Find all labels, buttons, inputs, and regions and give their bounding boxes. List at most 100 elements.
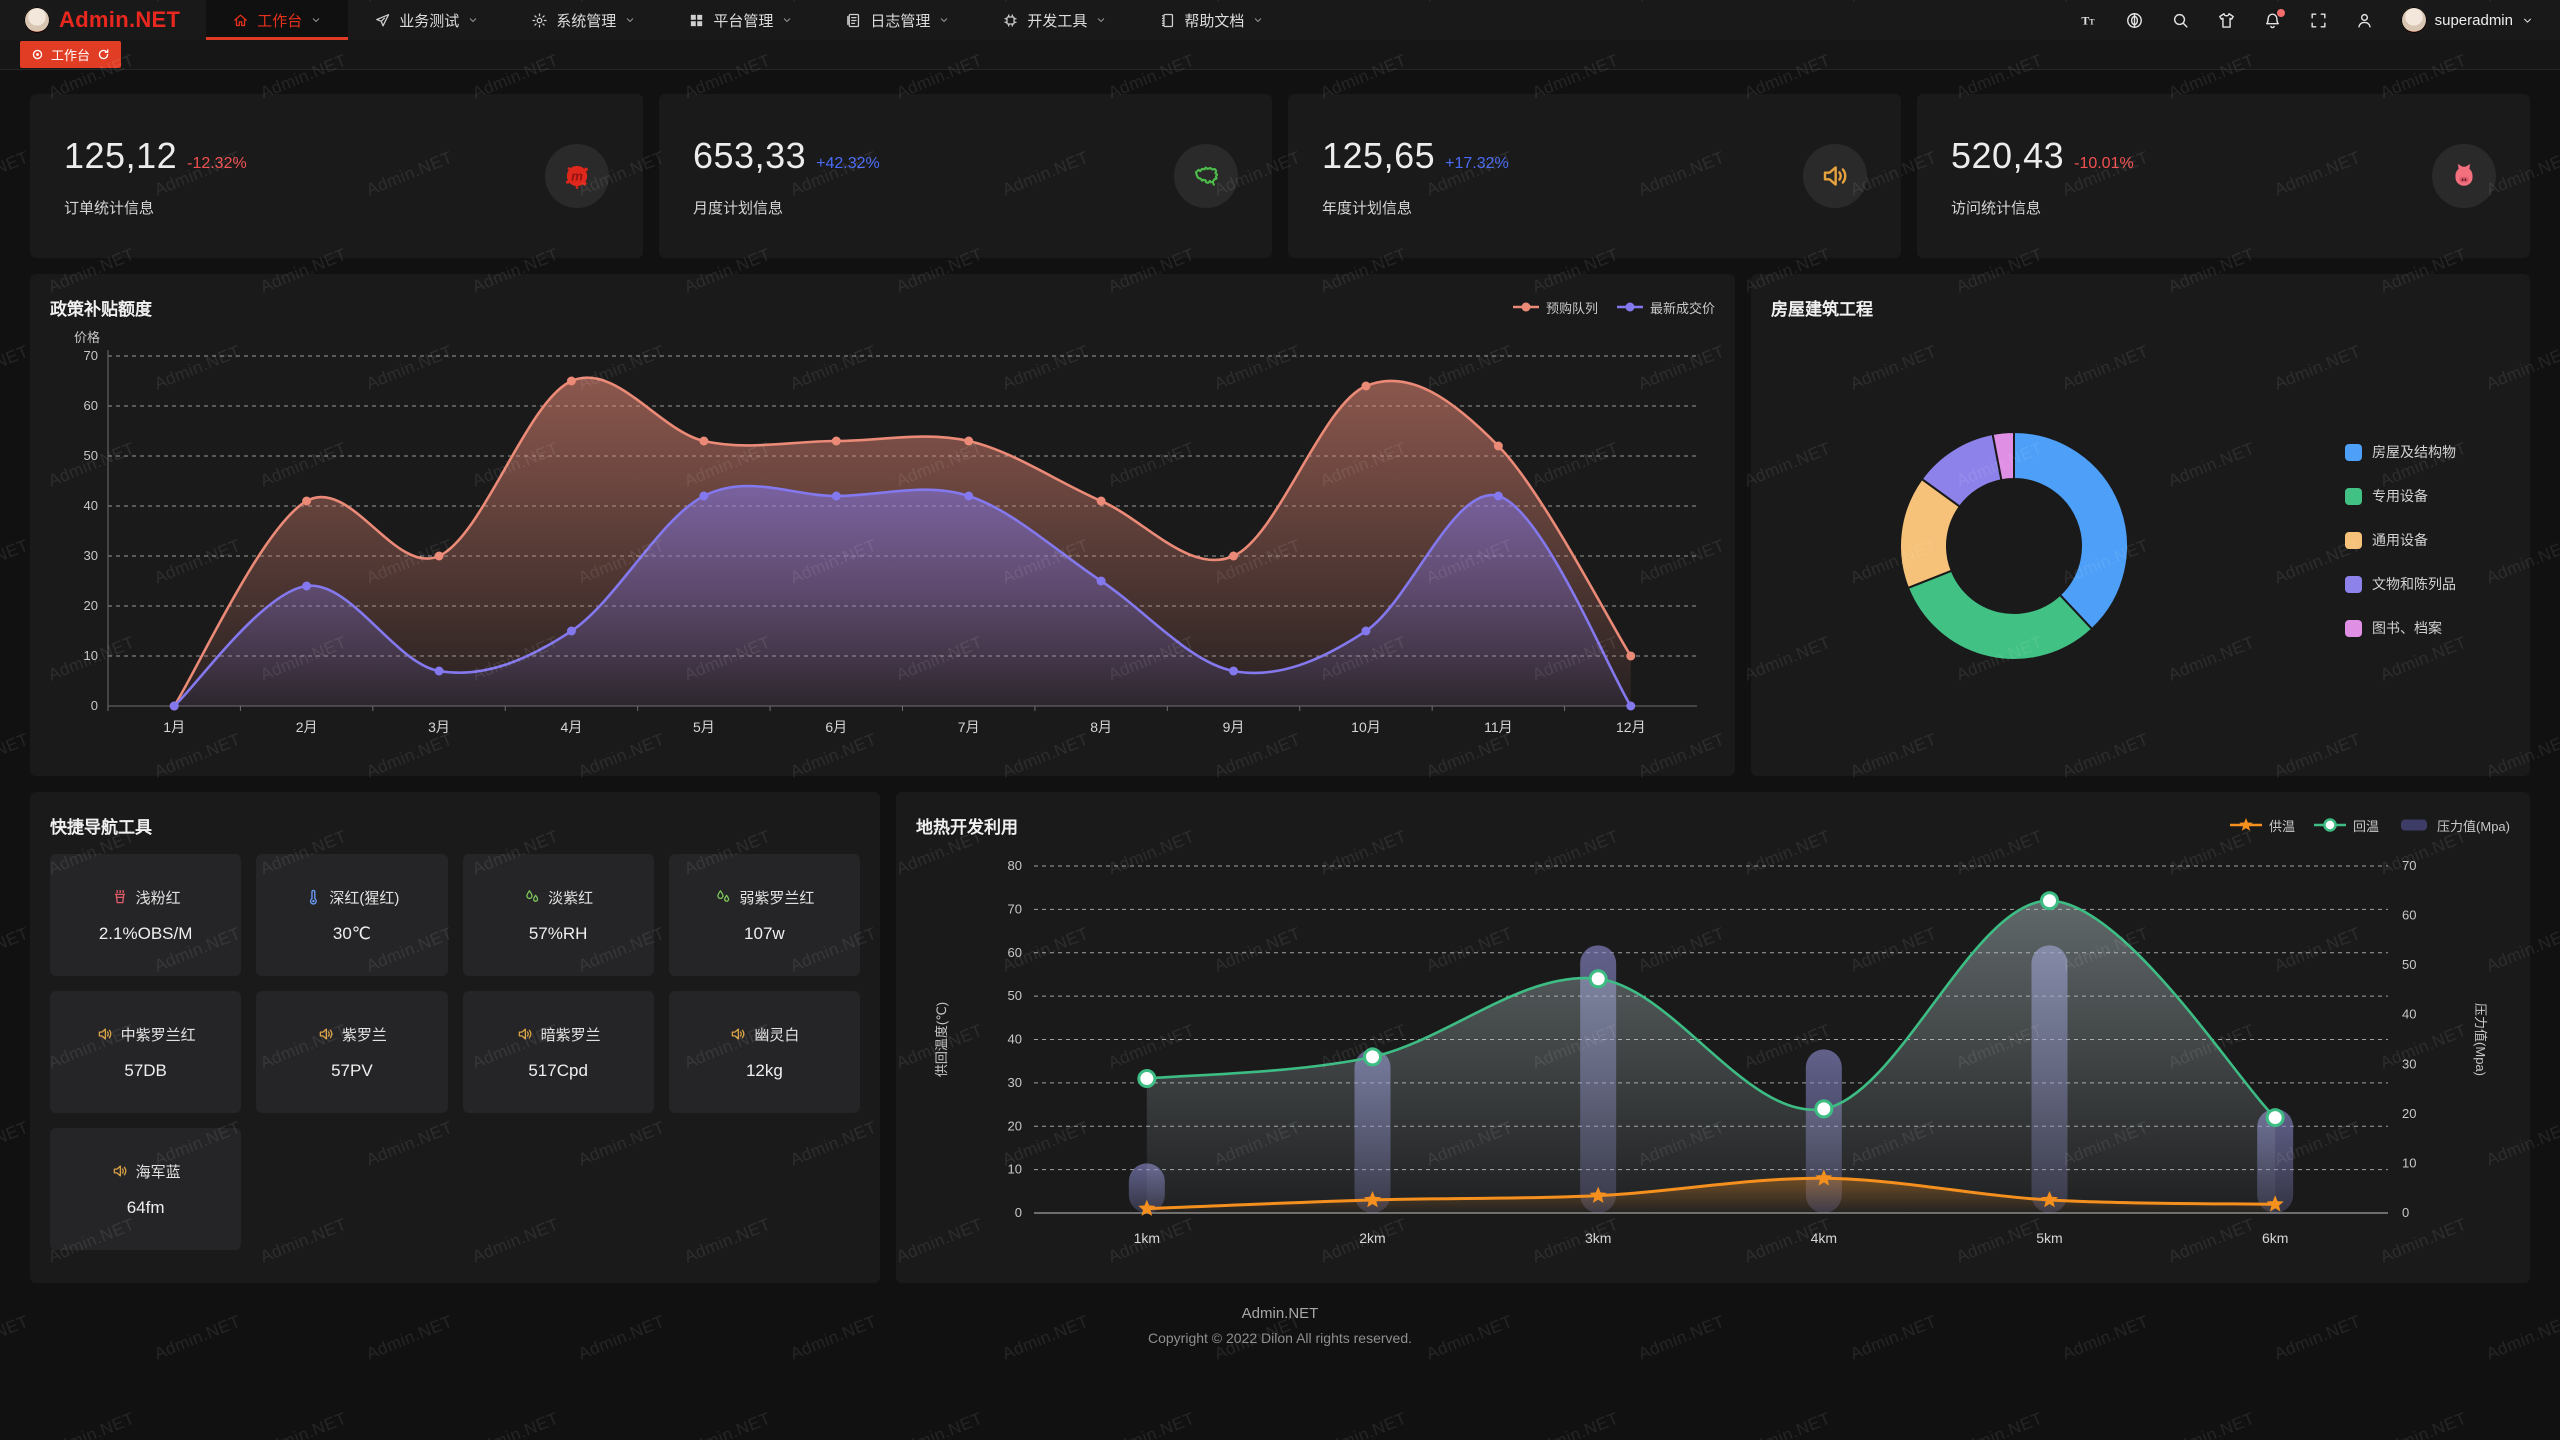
quick-nav-grid: 浅粉红 2.1%OBS/M 深红(猩红) 30℃ 淡紫红 57%RH 弱紫罗兰红 107w 中紫…: [50, 854, 860, 1250]
nav-item-3[interactable]: 系统管理: [505, 0, 662, 40]
quick-nav-label: 弱紫罗兰红: [739, 889, 815, 907]
bell-icon[interactable]: [2263, 8, 2285, 30]
quick-nav-value: 64fm: [126, 1197, 165, 1217]
grid-icon: [688, 12, 705, 29]
refresh-icon[interactable]: [97, 48, 110, 61]
main-menu: 工作台 业务测试 系统管理 平台管理 日志管理 开发工具 帮助文档: [206, 0, 2052, 40]
geothermal-line-bar-chart: 0 10 20 30 40 50 60 70 80 0 10 20 30 40 50 60 70 供回温度(℃) 压…: [934, 858, 2488, 1246]
nav-item-label: 系统管理: [556, 12, 617, 30]
stat-cards-row: 125,12 -12.32% 订单统计信息 m 653,33 +42.32% 月度计划信息 1…: [30, 94, 2530, 258]
send-icon: [374, 12, 391, 29]
quick-nav-card-9[interactable]: 海军蓝 64fm: [50, 1128, 242, 1250]
quick-nav-card-8[interactable]: 幽灵白 12kg: [668, 991, 860, 1113]
language-icon[interactable]: [2125, 11, 2144, 30]
legend-label: 供温: [2269, 818, 2296, 834]
svg-text:0: 0: [1015, 1205, 1022, 1220]
quick-nav-value: 107w: [744, 923, 785, 943]
quick-nav-card-5[interactable]: 中紫罗兰红 57DB: [50, 991, 242, 1113]
legend-item[interactable]: 回温: [2313, 816, 2379, 835]
legend-item[interactable]: 文物和陈列品: [2345, 574, 2456, 594]
stat-card-4: 520,43 -10.01% 访问统计信息: [1917, 94, 2530, 258]
donut-slice[interactable]: [1991, 430, 2015, 482]
legend-item[interactable]: 图书、档案: [2345, 618, 2456, 638]
svg-text:10月: 10月: [1351, 719, 1381, 735]
speaker-icon: [516, 1025, 534, 1043]
donut-slice[interactable]: [1906, 569, 2094, 661]
svg-text:2月: 2月: [296, 719, 318, 735]
legend-swatch: [2345, 619, 2362, 637]
speaker-icon: [729, 1025, 747, 1043]
profile-icon[interactable]: [2355, 11, 2374, 30]
building-donut-chart: [1899, 430, 2129, 661]
svg-text:50: 50: [1008, 988, 1022, 1003]
thermometer-icon: [304, 888, 322, 906]
user-avatar: [2400, 7, 2427, 33]
quick-nav-label: 深红(猩红): [329, 889, 400, 907]
legend-label: 通用设备: [2372, 532, 2428, 548]
footer-copyright: Copyright © 2022 Dilon All rights reserv…: [1148, 1330, 1412, 1346]
tab-workbench[interactable]: 工作台: [20, 41, 122, 68]
quick-nav-card-1[interactable]: 浅粉红 2.1%OBS/M: [50, 854, 242, 976]
svg-text:压力值(Mpa): 压力值(Mpa): [2473, 1003, 2488, 1076]
stat-value: 125,12: [64, 134, 178, 176]
nav-item-1[interactable]: 工作台: [206, 0, 349, 40]
chevron-down-icon: [2521, 14, 2534, 27]
drops-icon: [714, 888, 732, 906]
quick-nav-label: 海军蓝: [135, 1163, 181, 1181]
legend-label: 房屋及结构物: [2372, 444, 2456, 460]
legend-item[interactable]: 压力值(Mpa): [2397, 816, 2510, 835]
stat-value: 125,65: [1322, 134, 1436, 176]
stat-card-1: 125,12 -12.32% 订单统计信息 m: [30, 94, 643, 258]
svg-text:6km: 6km: [2262, 1230, 2288, 1246]
quick-nav-value: 517Cpd: [528, 1060, 588, 1080]
nav-item-label: 日志管理: [870, 12, 931, 30]
subsidy-chart-title: 政策补贴额度: [50, 299, 152, 319]
panel-building-donut: 房屋建筑工程 房屋及结构物 专用设备 通用设备 文物和陈列品 图书、档案: [1751, 274, 2530, 776]
svg-text:7月: 7月: [958, 719, 980, 735]
legend-label: 压力值(Mpa): [2437, 818, 2510, 834]
quick-nav-card-7[interactable]: 暗紫罗兰 517Cpd: [462, 991, 654, 1113]
app-logo[interactable]: Admin.NET: [0, 0, 206, 40]
stat-card-text: 125,65 +17.32% 年度计划信息: [1322, 135, 1509, 218]
nav-item-6[interactable]: 开发工具: [976, 0, 1133, 40]
svg-text:80: 80: [1008, 858, 1022, 873]
donut-slice[interactable]: [2013, 430, 2129, 631]
svg-text:价格: 价格: [74, 330, 100, 345]
quick-nav-label: 幽灵白: [754, 1026, 800, 1044]
svg-text:10: 10: [2402, 1155, 2416, 1170]
svg-text:5月: 5月: [693, 719, 715, 735]
legend-label: 最新成交价: [1649, 300, 1715, 316]
nav-item-7[interactable]: 帮助文档: [1133, 0, 1290, 40]
meetup-icon: m: [545, 144, 609, 208]
footer-app-name: Admin.NET: [1241, 1305, 1319, 1322]
fullscreen-icon[interactable]: [2309, 11, 2328, 30]
stat-label: 月度计划信息: [693, 199, 784, 217]
legend-item[interactable]: 房屋及结构物: [2345, 442, 2456, 462]
speaker-icon: [1803, 144, 1867, 208]
legend-item[interactable]: 专用设备: [2345, 486, 2456, 506]
legend-item[interactable]: 预购队列: [1512, 298, 1598, 317]
quick-nav-card-3[interactable]: 淡紫红 57%RH: [462, 854, 654, 976]
search-icon[interactable]: [2171, 11, 2190, 30]
quick-nav-card-4[interactable]: 弱紫罗兰红 107w: [668, 854, 860, 976]
nav-item-4[interactable]: 平台管理: [662, 0, 819, 40]
nav-item-label: 帮助文档: [1184, 12, 1245, 30]
legend-item[interactable]: 供温: [2229, 816, 2295, 835]
nav-item-2[interactable]: 业务测试: [348, 0, 505, 40]
user-menu[interactable]: superadmin: [2400, 7, 2534, 33]
geothermal-chart-title: 地热开发利用: [916, 817, 1018, 837]
legend-label: 回温: [2353, 818, 2380, 834]
quick-nav-title: 快捷导航工具: [50, 817, 152, 837]
svg-text:20: 20: [1008, 1118, 1022, 1133]
quick-nav-card-2[interactable]: 深红(猩红) 30℃: [256, 854, 448, 976]
legend-item[interactable]: 最新成交价: [1616, 298, 1715, 317]
stat-label: 订单统计信息: [64, 199, 155, 217]
quick-nav-card-6[interactable]: 紫罗兰 57PV: [256, 991, 448, 1113]
quick-nav-label: 暗紫罗兰: [540, 1026, 601, 1044]
chevron-down-icon: [310, 14, 322, 26]
theme-icon[interactable]: [2217, 11, 2236, 30]
legend-item[interactable]: 通用设备: [2345, 530, 2456, 550]
nav-item-5[interactable]: 日志管理: [819, 0, 976, 40]
quick-nav-value: 57PV: [331, 1060, 373, 1080]
